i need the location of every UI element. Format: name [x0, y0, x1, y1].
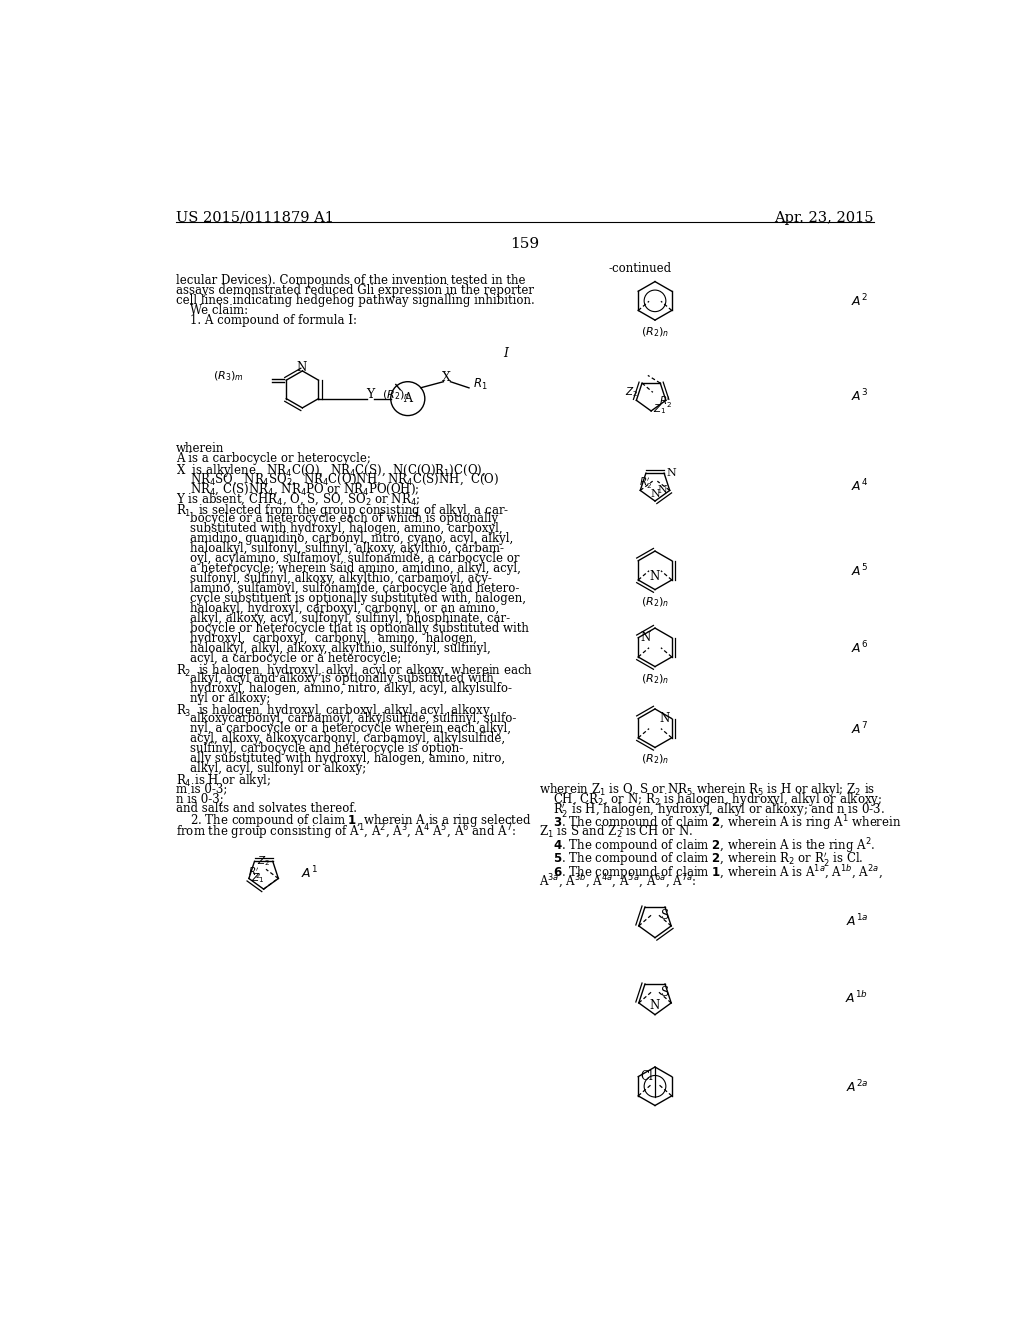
Text: R$_4$ is H or alkyl;: R$_4$ is H or alkyl; [176, 772, 271, 789]
Text: $Z_2$: $Z_2$ [625, 385, 638, 399]
Text: Y: Y [367, 388, 375, 400]
Text: $(R_2)_n$: $(R_2)_n$ [641, 595, 669, 609]
Text: $A^6$: $A^6$ [851, 640, 868, 656]
Text: NR$_4$SO,  NR$_4$SO$_2$,  NR$_4$C(O)NH,  NR$_4$C(S)NH,  C(O): NR$_4$SO, NR$_4$SO$_2$, NR$_4$C(O)NH, NR… [190, 471, 500, 487]
Text: sulfinyl, carbocycle and heterocycle is option-: sulfinyl, carbocycle and heterocycle is … [190, 742, 463, 755]
Text: $A^{2a}$: $A^{2a}$ [846, 1078, 868, 1096]
Text: amidino, guanidino, carbonyl, nitro, cyano, acyl, alkyl,: amidino, guanidino, carbonyl, nitro, cya… [190, 532, 513, 545]
Text: and salts and solvates thereof.: and salts and solvates thereof. [176, 803, 357, 816]
Text: haloakyl, hydroxyl, carboxyl, carbonyl, or an amino,: haloakyl, hydroxyl, carboxyl, carbonyl, … [190, 602, 499, 615]
Text: 1. A compound of formula I:: 1. A compound of formula I: [190, 314, 357, 327]
Text: N: N [659, 711, 670, 725]
Text: $A^{1b}$: $A^{1b}$ [846, 990, 868, 1006]
Text: N: N [650, 488, 659, 499]
Text: X  is alkylene,  NR$_4$C(O),  NR$_4$C(S),  N(C(O)R$_1$)C(O),: X is alkylene, NR$_4$C(O), NR$_4$C(S), N… [176, 462, 486, 479]
Text: We claim:: We claim: [190, 304, 248, 317]
Text: -continued: -continued [608, 263, 672, 276]
Text: nyl, a carbocycle or a heterocycle wherein each alkyl,: nyl, a carbocycle or a heterocycle where… [190, 722, 511, 735]
Text: 159: 159 [510, 238, 540, 251]
Text: 2. The compound of claim $\mathbf{1}$, wherein A is a ring selected: 2. The compound of claim $\mathbf{1}$, w… [190, 812, 531, 829]
Text: alkyl, acyl, sulfonyl or alkoxy;: alkyl, acyl, sulfonyl or alkoxy; [190, 762, 367, 775]
Text: $Z_1$: $Z_1$ [653, 403, 667, 416]
Text: acyl, a carbocycle or a heterocycle;: acyl, a carbocycle or a heterocycle; [190, 652, 401, 665]
Text: $R_1$: $R_1$ [473, 376, 487, 392]
Text: N: N [657, 486, 668, 495]
Text: I: I [503, 347, 508, 360]
Text: $A^1$: $A^1$ [301, 865, 317, 880]
Text: alkyl, acyl and alkoxy is optionally substituted with: alkyl, acyl and alkoxy is optionally sub… [190, 672, 494, 685]
Text: R$_2'$ is H, halogen, hydroxyl, alkyl or alkoxy; and n is 0-3.: R$_2'$ is H, halogen, hydroxyl, alkyl or… [553, 800, 885, 818]
Text: N: N [667, 469, 676, 478]
Text: CH, CR$_2$, or N; R$_2$ is halogen, hydroxyl, alkyl or alkoxy;: CH, CR$_2$, or N; R$_2$ is halogen, hydr… [553, 791, 882, 808]
Text: US 2015/0111879 A1: US 2015/0111879 A1 [176, 211, 334, 224]
Text: wherein Z$_1$ is O, S or NR$_5$ wherein R$_5$ is H or alkyl; Z$_2$ is: wherein Z$_1$ is O, S or NR$_5$ wherein … [539, 780, 876, 797]
Text: A is a carbocycle or heterocycle;: A is a carbocycle or heterocycle; [176, 451, 371, 465]
Text: $R_2'$: $R_2'$ [639, 475, 652, 491]
Text: $R_2'$: $R_2'$ [659, 395, 673, 409]
Text: bocycle or heterocycle that is optionally substituted with: bocycle or heterocycle that is optionall… [190, 622, 528, 635]
Text: $A^4$: $A^4$ [851, 478, 868, 495]
Text: N: N [650, 570, 660, 583]
Text: A$^{3a}$, A$^{3b}$, A$^{4a}$, A$^{5a}$, A$^{6a}$, A$^{7a}$:: A$^{3a}$, A$^{3b}$, A$^{4a}$, A$^{5a}$, … [539, 873, 696, 890]
Text: $\mathbf{4}$. The compound of claim $\mathbf{2}$, wherein A is the ring A$^2$.: $\mathbf{4}$. The compound of claim $\ma… [553, 837, 874, 857]
Text: from the group consisting of A$^1$, A$^2$, A$^3$, A$^4$ A$^5$, A$^6$ and A$^7$:: from the group consisting of A$^1$, A$^2… [176, 822, 517, 842]
Text: $\mathbf{6}$. The compound of claim $\mathbf{1}$, wherein A is A$^{1a}$, A$^{1b}: $\mathbf{6}$. The compound of claim $\ma… [553, 863, 883, 882]
Text: lecular Devices). Compounds of the invention tested in the: lecular Devices). Compounds of the inven… [176, 275, 525, 286]
Text: Apr. 23, 2015: Apr. 23, 2015 [774, 211, 873, 224]
Text: N: N [641, 631, 651, 644]
Text: $A^3$: $A^3$ [851, 388, 868, 404]
Text: lamino, sulfamoyl, sulfonamide, carbocycle and hetero-: lamino, sulfamoyl, sulfonamide, carbocyc… [190, 582, 519, 595]
Text: $\mathbf{5}$. The compound of claim $\mathbf{2}$, wherein R$_2$ or R$_2'$ is Cl.: $\mathbf{5}$. The compound of claim $\ma… [553, 850, 863, 867]
Text: $A^{1a}$: $A^{1a}$ [846, 913, 868, 929]
Text: $(R_2)_n$: $(R_2)_n$ [641, 672, 669, 685]
Text: oyl, acylamino, sulfamoyl, sulfonamide, a carbocycle or: oyl, acylamino, sulfamoyl, sulfonamide, … [190, 552, 519, 565]
Text: R$_2$  is halogen, hydroxyl, alkyl, acyl or alkoxy, wherein each: R$_2$ is halogen, hydroxyl, alkyl, acyl … [176, 663, 532, 678]
Text: hydroxyl, halogen, amino, nitro, alkyl, acyl, alkylsulfo-: hydroxyl, halogen, amino, nitro, alkyl, … [190, 682, 512, 696]
Text: $A^5$: $A^5$ [851, 562, 868, 579]
Text: a heterocycle; wherein said amino, amidino, alkyl, acyl,: a heterocycle; wherein said amino, amidi… [190, 562, 521, 576]
Text: $\mathbf{3}$. The compound of claim $\mathbf{2}$, wherein A is ring A$^1$ wherei: $\mathbf{3}$. The compound of claim $\ma… [553, 813, 901, 833]
Text: haloalkyl, sulfonyl, sulfinyl, alkoxy, akylthio, carbam-: haloalkyl, sulfonyl, sulfinyl, alkoxy, a… [190, 543, 504, 554]
Text: $Z_1$: $Z_1$ [251, 871, 264, 886]
Text: S: S [660, 909, 669, 923]
Text: N: N [650, 999, 660, 1012]
Text: Y is absent, CHR$_4$, O, S, SO, SO$_2$ or NR$_4$;: Y is absent, CHR$_4$, O, S, SO, SO$_2$ o… [176, 492, 421, 507]
Text: alkoxycarbonyl, carbamoyl, alkylsulfide, sulfinyl, sulfo-: alkoxycarbonyl, carbamoyl, alkylsulfide,… [190, 711, 516, 725]
Text: cell lines indicating hedgehog pathway signalling inhibition.: cell lines indicating hedgehog pathway s… [176, 294, 535, 308]
Text: cycle substituent is optionally substituted with, halogen,: cycle substituent is optionally substitu… [190, 591, 526, 605]
Text: sulfonyl, sulfinyl, alkoxy, alkylthio, carbamoyl, acy-: sulfonyl, sulfinyl, alkoxy, alkylthio, c… [190, 572, 492, 585]
Text: R$_3$  is halogen, hydroxyl, carboxyl, alkyl, acyl, alkoxy,: R$_3$ is halogen, hydroxyl, carboxyl, al… [176, 702, 494, 719]
Text: $(R_2)_n$: $(R_2)_n$ [641, 752, 669, 767]
Text: acyl, alkoxy, alkoxycarbonyl, carbamoyl, alkylsulfide,: acyl, alkoxy, alkoxycarbonyl, carbamoyl,… [190, 733, 505, 744]
Text: nyl or alkoxy;: nyl or alkoxy; [190, 692, 270, 705]
Text: $A^7$: $A^7$ [851, 721, 868, 737]
Text: assays demonstrated reduced Gli expression in the reporter: assays demonstrated reduced Gli expressi… [176, 284, 535, 297]
Text: $(R_2)_n$: $(R_2)_n$ [641, 326, 669, 339]
Text: ally substituted with hydroxyl, halogen, amino, nitro,: ally substituted with hydroxyl, halogen,… [190, 752, 505, 766]
Text: substituted with hydroxyl, halogen, amino, carboxyl,: substituted with hydroxyl, halogen, amin… [190, 521, 503, 535]
Text: $R_2'$: $R_2'$ [248, 865, 261, 880]
Text: alkyl, alkoxy, acyl, sulfonyl, sulfinyl, phosphinate, car-: alkyl, alkoxy, acyl, sulfonyl, sulfinyl,… [190, 612, 510, 624]
Text: n is 0-3;: n is 0-3; [176, 792, 224, 805]
Text: wherein: wherein [176, 442, 224, 455]
Text: X: X [442, 371, 451, 384]
Text: m is 0-3;: m is 0-3; [176, 781, 227, 795]
Text: $(R_3)_m$: $(R_3)_m$ [213, 370, 244, 383]
Text: bocycle or a heterocycle each of which is optionally: bocycle or a heterocycle each of which i… [190, 512, 498, 525]
Text: A: A [403, 392, 413, 405]
Text: $A^2$: $A^2$ [851, 293, 868, 310]
Text: N: N [296, 360, 306, 374]
Text: S: S [660, 986, 669, 999]
Text: Z$_1$ is S and Z$_2$ is CH or N.: Z$_1$ is S and Z$_2$ is CH or N. [539, 824, 693, 840]
Text: haloalkyl, alkyl, alkoxy, alkylthio, sulfonyl, sulfinyl,: haloalkyl, alkyl, alkoxy, alkylthio, sul… [190, 642, 490, 655]
Text: R$_1$  is selected from the group consisting of alkyl, a car-: R$_1$ is selected from the group consist… [176, 502, 509, 519]
Text: $Z_2$: $Z_2$ [257, 854, 270, 869]
Text: Cl: Cl [641, 1071, 653, 1084]
Text: $(R_2)_n$: $(R_2)_n$ [382, 388, 410, 401]
Text: NR$_4$, C(S)NR$_4$, NR$_4$PO or NR$_4$PO(OH);: NR$_4$, C(S)NR$_4$, NR$_4$PO or NR$_4$PO… [190, 482, 420, 498]
Text: hydroxyl,  carboxyl,  carbonyl,  amino,  halogen,: hydroxyl, carboxyl, carbonyl, amino, hal… [190, 632, 477, 645]
